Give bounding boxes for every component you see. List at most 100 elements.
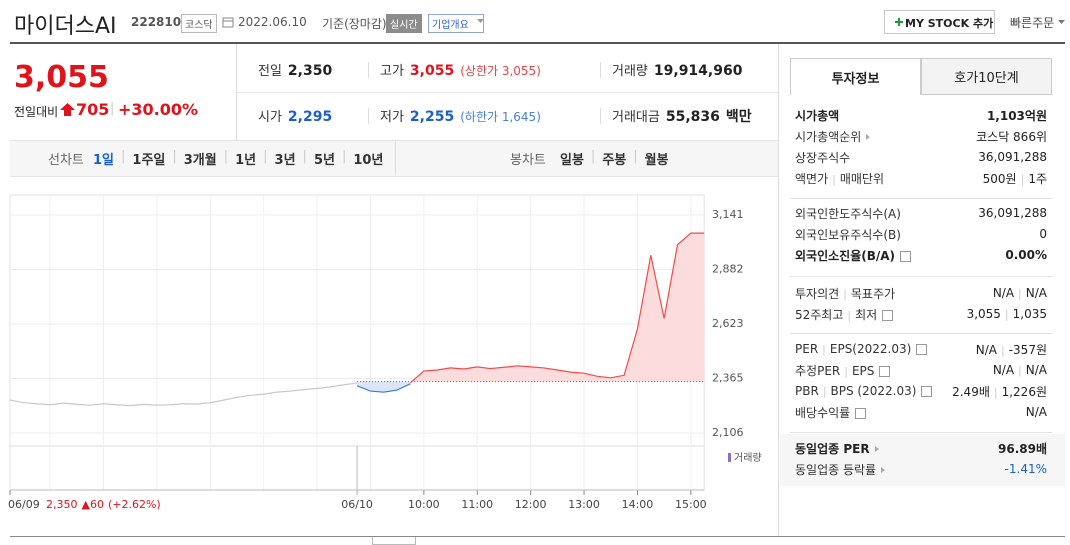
separator: | bbox=[822, 343, 826, 356]
x-tick-label: 14:00 bbox=[622, 498, 654, 511]
separator: | bbox=[832, 172, 836, 186]
separator: | bbox=[110, 101, 115, 116]
info-value-text: 1,035 bbox=[1012, 307, 1047, 321]
sector-box bbox=[780, 434, 1065, 486]
quick-order[interactable]: 빠른주문 bbox=[1010, 16, 1055, 30]
current-price: 3,055 bbox=[14, 60, 109, 95]
period-tab[interactable]: 주봉 bbox=[602, 153, 627, 168]
help-icon[interactable] bbox=[855, 407, 867, 419]
info-label: 외국인소진율(B/A) bbox=[795, 247, 912, 264]
info-label-text: 동일업종 등락률 bbox=[795, 462, 877, 477]
info-label-text: 추정PER bbox=[795, 363, 841, 378]
help-icon[interactable] bbox=[882, 309, 894, 321]
x-tick-label: 06/10 bbox=[341, 498, 373, 511]
dropdown-icon bbox=[1058, 20, 1065, 24]
x-tick-label: 15:00 bbox=[675, 498, 707, 511]
period-tab[interactable]: 5년 bbox=[313, 153, 335, 168]
candle-chart-label: 봉차트 bbox=[510, 153, 546, 168]
info-row: 외국인보유주식수(B) 0 bbox=[795, 226, 1047, 242]
y-tick-label: 2,365 bbox=[712, 371, 744, 384]
separator: | bbox=[1018, 364, 1022, 377]
info-value: N/A | N/A bbox=[993, 363, 1047, 377]
price-line bbox=[410, 232, 705, 384]
info-value: N/A bbox=[1026, 405, 1047, 419]
separator: | bbox=[302, 149, 307, 164]
period-bar bbox=[10, 140, 778, 177]
separator: | bbox=[844, 364, 848, 378]
info-value-text: 3,055 bbox=[966, 307, 1001, 321]
price-line bbox=[9, 382, 358, 407]
separator: | bbox=[223, 149, 229, 164]
info-label: 추정PER | EPS bbox=[795, 362, 891, 379]
info-value: 36,091,288 bbox=[978, 206, 1047, 220]
quote-unit: 백만 bbox=[725, 109, 752, 125]
orderbook-tab[interactable]: 호가10단계 bbox=[921, 58, 1052, 95]
help-icon[interactable] bbox=[916, 344, 928, 355]
divider bbox=[600, 108, 601, 124]
info-label-text: 동일업종 PER bbox=[795, 441, 870, 456]
info-label-text: 52주최고 bbox=[795, 307, 844, 322]
info-label: 투자의견 | 목표주가 bbox=[795, 285, 895, 302]
quote-label: 시가 bbox=[258, 110, 282, 125]
info-value-text: 0.00% bbox=[1005, 248, 1047, 262]
mystock-button[interactable] bbox=[884, 10, 995, 34]
info-value-text: N/A bbox=[1025, 405, 1047, 419]
info-value: 코스닥 866위 bbox=[976, 128, 1047, 145]
info-label-text: 상장주식수 bbox=[795, 150, 851, 165]
separator: | bbox=[822, 385, 827, 398]
info-label-text: 매매단위 bbox=[839, 171, 885, 186]
help-icon[interactable] bbox=[900, 250, 912, 262]
quote-cell: 전일 2,350 bbox=[258, 60, 332, 79]
quote-value: 2,255 bbox=[409, 109, 455, 125]
quote-cell: 시가 2,295 bbox=[258, 106, 332, 125]
separator: | bbox=[1001, 343, 1005, 357]
period-tab[interactable]: 10년 bbox=[353, 153, 384, 168]
dropdown-icon bbox=[477, 19, 484, 23]
overview-button[interactable]: 기업개요 bbox=[428, 14, 484, 33]
help-icon[interactable] bbox=[879, 365, 891, 377]
info-row: 시가총액 1,103억원 bbox=[795, 107, 1047, 123]
info-value-text: 36,091,288 bbox=[978, 150, 1047, 164]
info-row: 상장주식수 36,091,288 bbox=[795, 149, 1047, 165]
x-tick-label: 13:00 bbox=[568, 498, 600, 511]
quote-label: 저가 bbox=[380, 110, 404, 125]
separator: | bbox=[1020, 172, 1025, 186]
info-label: PER | EPS(2022.03) bbox=[795, 342, 928, 356]
quote-label: 고가 bbox=[380, 64, 404, 79]
info-value: -1.41% bbox=[1005, 462, 1047, 476]
period-tab[interactable]: 일봉 bbox=[560, 153, 584, 168]
info-value: N/A | N/A bbox=[993, 286, 1047, 300]
help-icon[interactable] bbox=[921, 386, 933, 397]
period-tab[interactable]: 3년 bbox=[274, 153, 296, 168]
line-tabs: 1일 | 1주일 | 3개월 | 1년 | 3년 | 5년 | 10년 bbox=[93, 149, 383, 168]
info-value: 0.00% bbox=[1005, 248, 1047, 262]
info-tab[interactable]: 투자정보 bbox=[790, 58, 921, 95]
volume-legend-swatch bbox=[728, 453, 731, 462]
info-label: 시가총액 bbox=[795, 107, 839, 124]
separator: | bbox=[263, 149, 268, 164]
period-tab[interactable]: 1일 bbox=[93, 153, 115, 168]
period-tab[interactable]: 3개월 bbox=[183, 153, 217, 168]
x-tick-label: 06/09 bbox=[8, 498, 40, 511]
candle-tabs: 일봉 | 주봉 | 월봉 bbox=[560, 149, 669, 168]
info-row: 외국인한도주식수(A) 36,091,288 bbox=[795, 205, 1047, 221]
area bbox=[410, 233, 705, 383]
period-tab[interactable]: 1년 bbox=[235, 153, 257, 168]
x-tick-label: 11:00 bbox=[461, 498, 493, 511]
period-tab[interactable]: 월봉 bbox=[644, 153, 669, 168]
quote-cell: 저가 2,255 (하한가 1,645) bbox=[380, 106, 541, 125]
info-value-text: 코스닥 866위 bbox=[976, 129, 1047, 144]
info-value-text: 0 bbox=[1039, 227, 1047, 241]
prev-note-pct: (+2.62%) bbox=[108, 498, 161, 511]
info-label-text: EPS bbox=[851, 363, 875, 378]
info-value-text: 1,226원 bbox=[1001, 384, 1047, 399]
info-label-text: 시가총액순위 bbox=[795, 129, 862, 144]
divider bbox=[790, 276, 1052, 277]
separator: | bbox=[843, 287, 847, 301]
realtime-badge[interactable]: 실시간 bbox=[386, 14, 422, 33]
x-tick-label: 10:00 bbox=[408, 498, 440, 511]
period-tab[interactable]: 1주일 bbox=[132, 153, 166, 168]
info-row: 시가총액순위 코스닥 866위 bbox=[795, 128, 1047, 144]
divider bbox=[778, 44, 779, 537]
